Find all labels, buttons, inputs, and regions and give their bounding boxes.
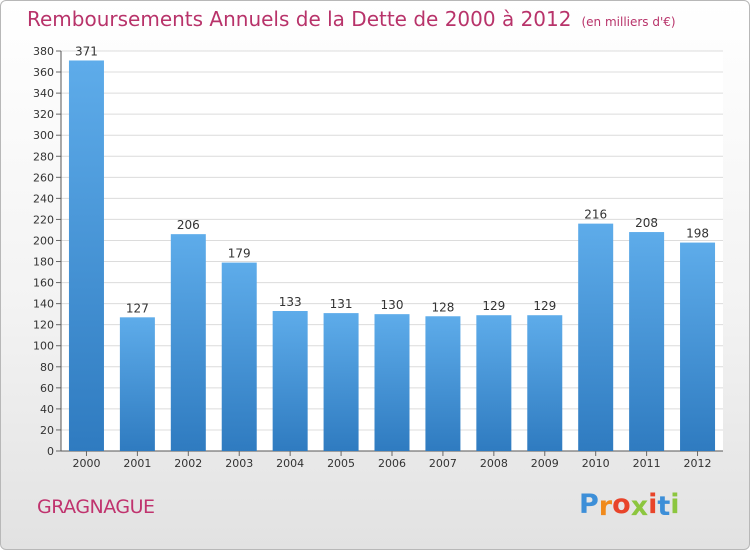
y-tick-label: 60 [40,382,54,395]
data-label-2005: 131 [330,297,353,311]
bar-2011 [629,232,665,451]
logo-letter: t [657,491,671,522]
bar-2012 [680,242,716,451]
x-tick-label-2006: 2006 [378,457,406,470]
data-label-2010: 216 [584,208,607,222]
x-tick-label-2001: 2001 [123,457,151,470]
bar-2008 [476,315,512,451]
bar-2010 [578,223,614,451]
data-label-2000: 371 [75,44,98,58]
data-label-2009: 129 [533,299,556,313]
y-tick-label: 40 [40,403,54,416]
y-tick-label: 120 [33,319,54,332]
data-label-2012: 198 [686,227,709,241]
y-tick-label: 0 [47,445,54,458]
y-tick-label: 320 [33,108,54,121]
bar-2005 [323,313,359,451]
logo-letter: i [670,489,680,520]
y-tick-label: 340 [33,87,54,100]
data-label-2004: 133 [279,295,302,309]
logo-letter: x [630,491,649,522]
data-label-2003: 179 [228,247,251,261]
y-tick-label: 380 [33,45,54,58]
data-label-2002: 206 [177,218,200,232]
y-tick-label: 160 [33,277,54,290]
x-tick-label-2010: 2010 [582,457,610,470]
chart-title: Remboursements Annuels de la Dette de 20… [27,7,676,31]
bar-2000 [68,60,104,451]
y-tick-label: 300 [33,129,54,142]
data-label-2008: 129 [482,299,505,313]
x-tick-label-2003: 2003 [225,457,253,470]
logo-letter: P [579,489,599,520]
data-label-2006: 130 [381,298,404,312]
x-tick-label-2008: 2008 [480,457,508,470]
data-label-2011: 208 [635,216,658,230]
bar-2001 [119,317,155,451]
bar-2002 [170,234,206,451]
bar-2003 [221,262,257,451]
x-tick-label-2011: 2011 [633,457,661,470]
data-label-2007: 128 [431,300,454,314]
y-tick-label: 220 [33,213,54,226]
x-tick-label-2005: 2005 [327,457,355,470]
y-tick-label: 20 [40,424,54,437]
y-tick-label: 80 [40,361,54,374]
bar-2004 [272,311,308,451]
x-tick-label-2000: 2000 [72,457,100,470]
y-tick-label: 100 [33,340,54,353]
logo-letter: r [598,491,613,522]
bar-2007 [425,316,461,451]
y-tick-label: 280 [33,150,54,163]
y-tick-label: 140 [33,298,54,311]
y-tick-label: 180 [33,256,54,269]
x-tick-label-2002: 2002 [174,457,202,470]
x-tick-label-2012: 2012 [684,457,712,470]
proxiti-logo: Proxiti [579,489,680,522]
chart-title-text: Remboursements Annuels de la Dette de 20… [27,7,572,31]
data-label-2001: 127 [126,301,149,315]
bar-2006 [374,314,410,451]
y-tick-label: 360 [33,66,54,79]
y-tick-label: 260 [33,171,54,184]
chart-subtitle: (en milliers d'€) [581,15,676,29]
y-tick-label: 200 [33,234,54,247]
bar-2009 [527,315,563,451]
x-tick-label-2007: 2007 [429,457,457,470]
x-tick-label-2004: 2004 [276,457,304,470]
x-tick-label-2009: 2009 [531,457,559,470]
logo-letter: i [648,489,658,520]
y-tick-label: 240 [33,192,54,205]
commune-name: GRAGNAGUE [37,496,155,518]
logo-letter: o [612,489,631,520]
